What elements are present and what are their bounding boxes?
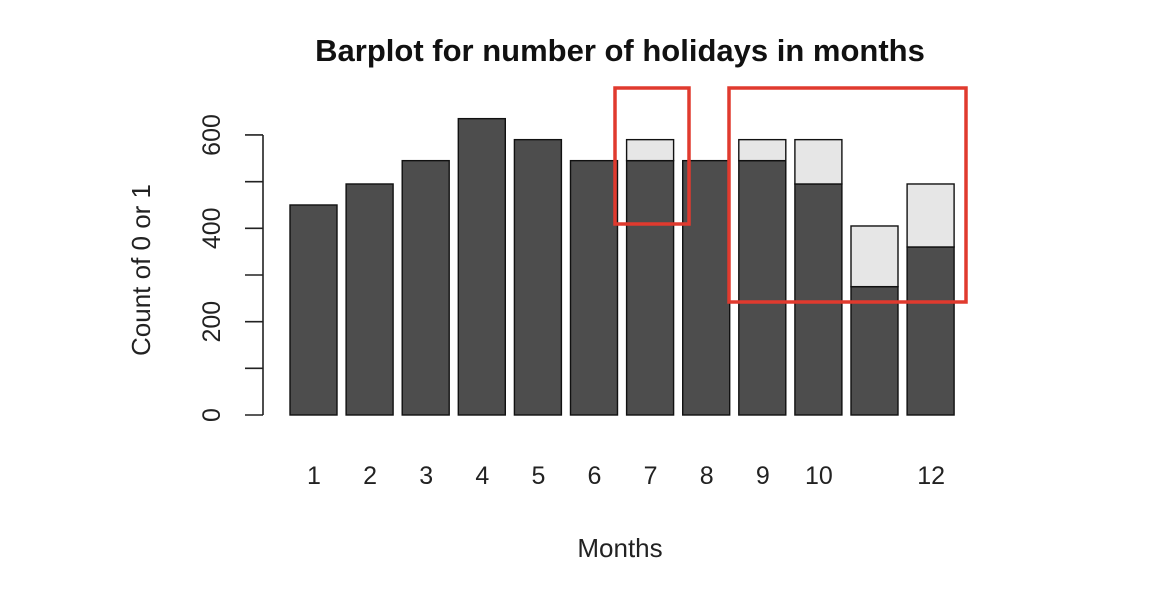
x-tick-label: 1 bbox=[307, 462, 321, 490]
bar-segment-month-10 bbox=[794, 138, 843, 185]
x-tick-label: 2 bbox=[363, 462, 377, 490]
y-axis-label: Count of 0 or 1 bbox=[126, 184, 156, 356]
bar-month-12 bbox=[906, 246, 955, 416]
x-tick-label: 5 bbox=[531, 462, 545, 490]
y-axis: 0 200 400 600 bbox=[198, 114, 264, 422]
bar-month-9 bbox=[738, 159, 787, 416]
bar-month-4 bbox=[457, 117, 506, 416]
x-axis-ticks: 1 2 3 4 5 6 7 8 9 10 12 bbox=[307, 462, 945, 490]
bar-month-6 bbox=[569, 159, 619, 416]
bar-month-11 bbox=[850, 285, 899, 416]
bar-month-10 bbox=[794, 183, 843, 416]
bar-month-3 bbox=[401, 159, 450, 416]
bar-month-2 bbox=[345, 183, 394, 416]
bars bbox=[289, 117, 955, 416]
x-tick-label: 4 bbox=[475, 462, 489, 490]
x-tick-label: 7 bbox=[644, 462, 658, 490]
y-tick-label: 600 bbox=[198, 114, 226, 156]
bar-segment-month-11 bbox=[850, 225, 899, 288]
y-tick-label: 0 bbox=[198, 408, 226, 422]
x-tick-label: 3 bbox=[419, 462, 433, 490]
x-tick-label: 8 bbox=[700, 462, 714, 490]
bar-month-1 bbox=[289, 204, 338, 416]
bar-segment-month-9 bbox=[738, 138, 787, 162]
bar-month-7 bbox=[625, 159, 675, 416]
highlight-box bbox=[613, 86, 691, 226]
bar-month-5 bbox=[513, 138, 563, 416]
x-tick-label: 12 bbox=[917, 462, 945, 490]
chart-title: Barplot for number of holidays in months bbox=[315, 33, 925, 68]
y-tick-label: 200 bbox=[198, 301, 226, 343]
highlight-boxes bbox=[613, 86, 968, 304]
x-axis-label: Months bbox=[577, 533, 662, 563]
x-tick-label: 9 bbox=[756, 462, 770, 490]
x-tick-label: 10 bbox=[805, 462, 833, 490]
y-tick-label: 400 bbox=[198, 207, 226, 249]
highlight-box bbox=[727, 86, 968, 304]
bar-segment-month-7 bbox=[625, 138, 675, 162]
bar-segment-month-12 bbox=[906, 183, 955, 248]
x-tick-label: 6 bbox=[588, 462, 602, 490]
